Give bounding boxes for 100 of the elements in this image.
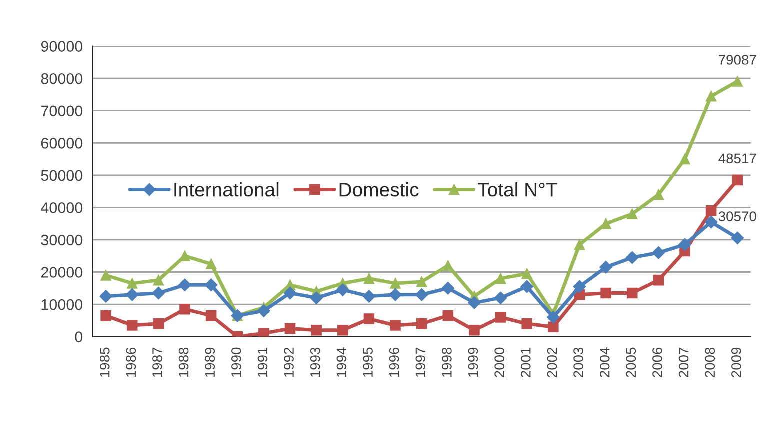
point: [206, 310, 217, 322]
point: [206, 258, 217, 270]
y-tick-label: 60000: [41, 138, 83, 149]
point: [338, 324, 348, 336]
point: [706, 206, 717, 216]
point: [100, 310, 112, 322]
y-tick-label: 30000: [41, 234, 83, 246]
point: [494, 292, 508, 304]
x-tick-label: 1997: [416, 348, 426, 378]
point: [364, 314, 375, 324]
point: [600, 218, 612, 230]
data-label: 30570: [718, 212, 756, 222]
y-tick-label: 0: [75, 332, 83, 342]
point: [678, 238, 692, 252]
point: [415, 288, 428, 302]
point: [258, 328, 270, 337]
point: [126, 288, 139, 302]
point: [546, 311, 560, 324]
point: [178, 278, 192, 292]
x-tick-label: 1996: [389, 348, 400, 378]
point: [364, 273, 375, 284]
point: [704, 216, 718, 229]
point: [548, 322, 559, 332]
x-tick-label: 2005: [626, 348, 636, 378]
x-tick-label: 1993: [310, 348, 320, 378]
point: [416, 276, 428, 288]
x-tick-label: 1994: [336, 348, 347, 378]
point: [653, 274, 664, 286]
y-tick-label: 10000: [42, 299, 83, 310]
point: [574, 239, 586, 250]
point: [626, 208, 638, 220]
point: [416, 318, 428, 330]
point: [653, 189, 664, 200]
x-tick-label: 1989: [205, 348, 216, 378]
x-tick-label: 1986: [126, 348, 136, 378]
point: [100, 290, 112, 303]
point: [442, 310, 454, 322]
point: [706, 90, 717, 102]
x-tick-label: 1988: [178, 348, 189, 378]
point: [652, 246, 666, 260]
data-label: 48517: [718, 154, 756, 164]
point: [468, 296, 481, 310]
x-tick-label: 2006: [652, 348, 662, 378]
point: [126, 278, 138, 289]
point: [626, 251, 639, 264]
x-tick-label: 2004: [600, 348, 610, 378]
point: [204, 278, 218, 292]
point: [390, 278, 401, 289]
x-tick-label: 1999: [468, 348, 478, 378]
point: [626, 288, 638, 299]
point: [442, 282, 455, 295]
point: [310, 292, 323, 304]
x-tick-label: 2008: [705, 348, 716, 378]
point: [731, 232, 744, 245]
x-tick-label: 1991: [258, 348, 268, 378]
point: [153, 274, 164, 286]
point: [495, 312, 506, 323]
legend-label: Domestic: [340, 182, 419, 197]
y-tick-label: 50000: [41, 170, 83, 182]
x-tick-label: 2007: [678, 348, 689, 378]
x-tick-label: 1985: [100, 348, 110, 378]
legend-label: Total N°T: [478, 182, 558, 197]
point: [522, 318, 532, 330]
point: [442, 260, 454, 272]
point: [573, 280, 586, 294]
y-tick-label: 20000: [41, 267, 83, 278]
point: [362, 290, 376, 303]
point: [495, 273, 506, 284]
x-tick-label: 1992: [284, 348, 294, 378]
point: [284, 286, 297, 300]
x-tick-label: 2000: [494, 348, 505, 378]
point: [180, 304, 190, 315]
point: [522, 268, 532, 280]
point: [469, 324, 480, 336]
point: [153, 318, 164, 330]
x-tick-label: 1998: [442, 348, 452, 378]
x-tick-label: 2001: [520, 348, 531, 378]
x-tick-label: 1990: [232, 348, 242, 378]
x-tick-label: 1995: [363, 348, 373, 378]
x-tick-label: 2003: [574, 348, 584, 378]
point: [311, 324, 322, 336]
legend-label: International: [174, 182, 279, 197]
point: [100, 270, 112, 281]
y-tick-label: 70000: [41, 106, 83, 117]
x-tick-label: 2002: [547, 348, 558, 378]
x-tick-label: 2009: [732, 348, 742, 378]
point: [126, 320, 138, 331]
point: [732, 174, 744, 186]
point: [600, 260, 612, 274]
y-tick-label: 80000: [41, 73, 83, 84]
point: [732, 76, 744, 87]
point: [390, 320, 401, 331]
data-label: 79087: [719, 55, 756, 65]
x-tick-label: 1987: [152, 348, 162, 378]
y-tick-label: 40000: [41, 202, 83, 214]
point: [180, 250, 190, 262]
point: [258, 304, 270, 318]
y-tick-label: 90000: [41, 41, 83, 52]
point: [680, 154, 690, 165]
point: [520, 280, 534, 294]
